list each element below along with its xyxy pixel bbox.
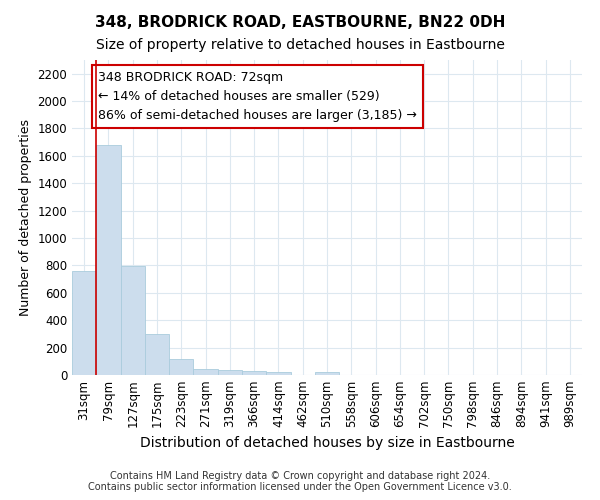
X-axis label: Distribution of detached houses by size in Eastbourne: Distribution of detached houses by size … xyxy=(140,436,514,450)
Bar xyxy=(72,271,96,375)
Bar xyxy=(121,266,145,375)
Text: 348 BRODRICK ROAD: 72sqm
← 14% of detached houses are smaller (529)
86% of semi-: 348 BRODRICK ROAD: 72sqm ← 14% of detach… xyxy=(98,71,417,122)
Bar xyxy=(315,372,339,375)
Text: Size of property relative to detached houses in Eastbourne: Size of property relative to detached ho… xyxy=(95,38,505,52)
Text: 348, BRODRICK ROAD, EASTBOURNE, BN22 0DH: 348, BRODRICK ROAD, EASTBOURNE, BN22 0DH xyxy=(95,15,505,30)
Bar xyxy=(145,334,169,375)
Bar xyxy=(218,370,242,375)
Text: Contains HM Land Registry data © Crown copyright and database right 2024.
Contai: Contains HM Land Registry data © Crown c… xyxy=(88,471,512,492)
Y-axis label: Number of detached properties: Number of detached properties xyxy=(19,119,32,316)
Bar xyxy=(266,372,290,375)
Bar xyxy=(242,371,266,375)
Bar xyxy=(193,369,218,375)
Bar xyxy=(169,359,193,375)
Bar xyxy=(96,145,121,375)
